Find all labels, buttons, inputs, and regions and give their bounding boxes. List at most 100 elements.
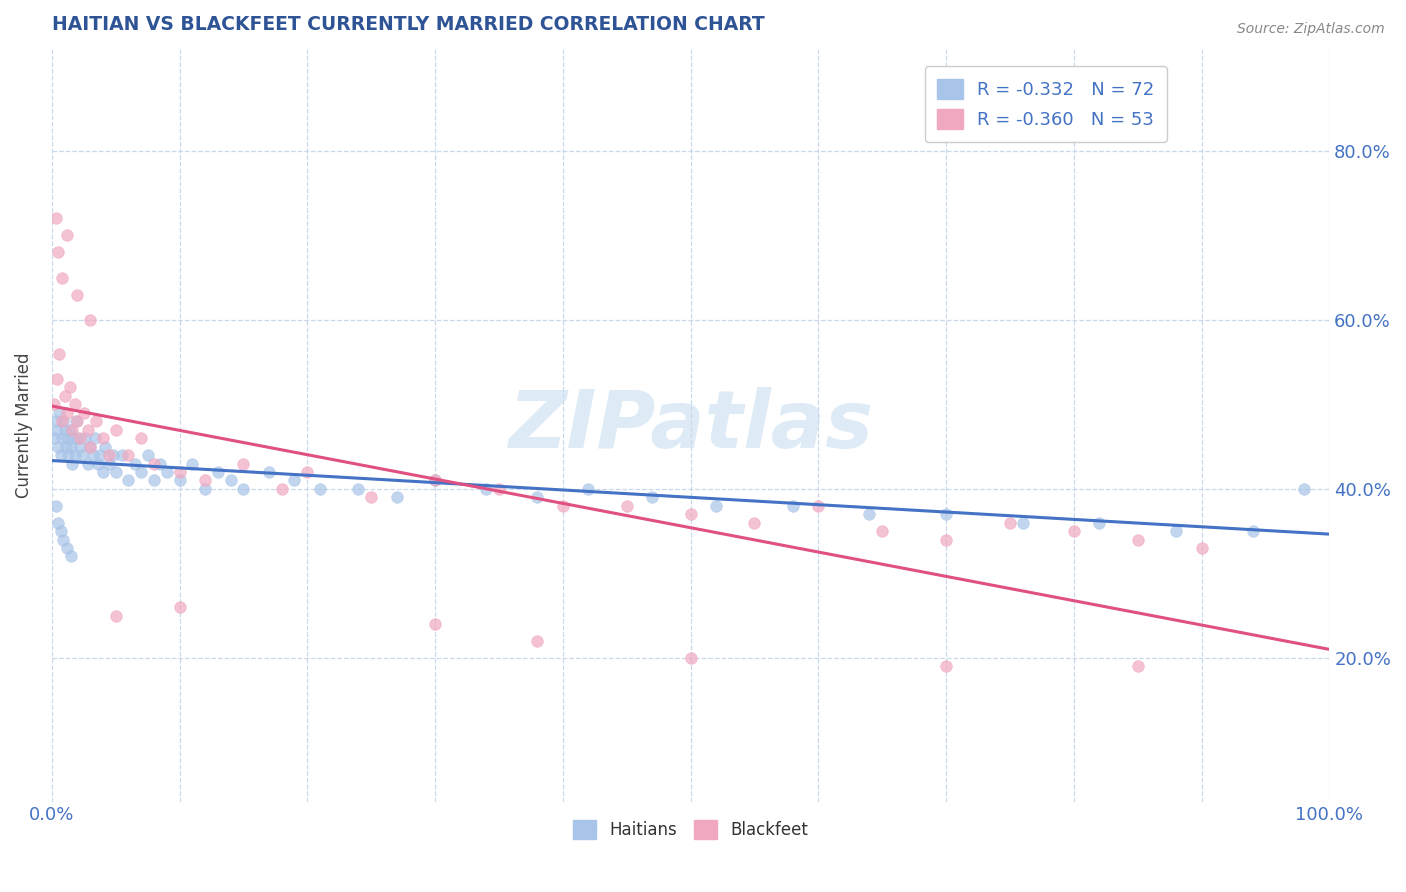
Point [194, 474, 217, 488]
Point [55, 440, 77, 454]
Point [1292, 482, 1315, 496]
Point [53, 389, 76, 403]
Point [48, 406, 70, 420]
Point [66, 414, 89, 428]
Point [69, 440, 91, 454]
Point [51, 270, 73, 285]
Point [98, 448, 121, 462]
Point [782, 499, 804, 513]
Point [51, 414, 73, 428]
Point [207, 465, 229, 479]
Point [59, 440, 82, 454]
Point [46, 516, 69, 530]
Point [1126, 659, 1149, 673]
Point [59, 380, 82, 394]
Point [149, 457, 172, 471]
Point [53, 423, 76, 437]
Point [169, 600, 191, 615]
Point [59, 423, 82, 437]
Point [156, 465, 179, 479]
Point [45, 414, 67, 428]
Point [270, 482, 292, 496]
Point [181, 457, 204, 471]
Point [297, 465, 319, 479]
Point [423, 474, 446, 488]
Point [360, 491, 382, 505]
Point [169, 474, 191, 488]
Point [257, 465, 280, 479]
Point [551, 499, 574, 513]
Point [69, 431, 91, 445]
Point [1088, 516, 1111, 530]
Point [858, 508, 880, 522]
Point [45, 423, 67, 437]
Text: ZIPatlas: ZIPatlas [508, 386, 873, 465]
Point [52, 533, 75, 547]
Point [59, 549, 82, 564]
Point [73, 431, 96, 445]
Point [129, 431, 152, 445]
Point [63, 448, 86, 462]
Point [744, 516, 766, 530]
Point [60, 423, 83, 437]
Point [66, 431, 89, 445]
Point [76, 423, 98, 437]
Point [56, 541, 79, 555]
Point [91, 431, 114, 445]
Point [616, 499, 638, 513]
Point [84, 431, 107, 445]
Point [641, 491, 664, 505]
Point [136, 448, 159, 462]
Point [44, 431, 66, 445]
Point [104, 423, 127, 437]
Point [1126, 533, 1149, 547]
Text: HAITIAN VS BLACKFEET CURRENTLY MARRIED CORRELATION CHART: HAITIAN VS BLACKFEET CURRENTLY MARRIED C… [52, 15, 765, 34]
Point [52, 414, 75, 428]
Point [44, 397, 66, 411]
Point [72, 448, 94, 462]
Point [65, 414, 87, 428]
Point [56, 228, 79, 243]
Point [60, 457, 83, 471]
Point [423, 617, 446, 632]
Point [48, 346, 70, 360]
Point [232, 482, 254, 496]
Point [935, 508, 957, 522]
Point [79, 313, 101, 327]
Point [79, 440, 101, 454]
Point [46, 245, 69, 260]
Point [58, 448, 80, 462]
Y-axis label: Currently Married: Currently Married [15, 352, 32, 499]
Point [73, 406, 96, 420]
Point [194, 482, 217, 496]
Point [935, 659, 957, 673]
Point [46, 440, 69, 454]
Point [98, 457, 121, 471]
Point [488, 482, 510, 496]
Point [1241, 524, 1264, 538]
Point [1063, 524, 1085, 538]
Point [704, 499, 727, 513]
Point [283, 474, 305, 488]
Point [45, 372, 67, 386]
Legend: Haitians, Blackfeet: Haitians, Blackfeet [567, 814, 815, 846]
Point [94, 440, 117, 454]
Point [1011, 516, 1033, 530]
Point [526, 634, 548, 648]
Point [679, 508, 702, 522]
Point [79, 440, 101, 454]
Point [1191, 541, 1213, 555]
Point [89, 448, 111, 462]
Point [870, 524, 893, 538]
Point [679, 651, 702, 665]
Point [49, 448, 72, 462]
Point [66, 287, 89, 301]
Point [56, 406, 79, 420]
Point [62, 431, 84, 445]
Point [142, 474, 165, 488]
Point [526, 491, 548, 505]
Point [45, 499, 67, 513]
Point [117, 448, 139, 462]
Point [63, 397, 86, 411]
Point [475, 482, 498, 496]
